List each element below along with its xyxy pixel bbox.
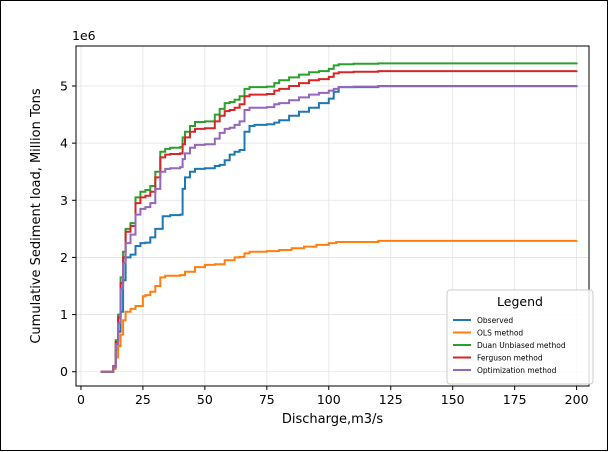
y-tick-label: 4 bbox=[60, 136, 68, 151]
x-axis-label: Discharge,m3/s bbox=[282, 412, 384, 427]
legend-label-0: Observed bbox=[477, 316, 513, 325]
x-tick-label: 100 bbox=[317, 392, 341, 407]
x-tick-label: 150 bbox=[441, 392, 465, 407]
x-tick-label: 125 bbox=[379, 392, 403, 407]
legend-items: Observed OLS method Duan Unbiased method Fe… bbox=[453, 316, 566, 375]
y-tick-label: 1 bbox=[60, 307, 68, 322]
legend-label-2: Duan Unbiased method bbox=[477, 341, 566, 350]
legend-label-4: Optimization method bbox=[477, 366, 557, 375]
y-tick-label: 2 bbox=[60, 250, 68, 265]
x-tick-label: 0 bbox=[77, 392, 85, 407]
x-tick-label: 200 bbox=[565, 392, 589, 407]
x-tick-label: 75 bbox=[259, 392, 275, 407]
axis-ticks: 0 25 50 75 100 125 150 175 200 0 1 2 3 4 5 bbox=[60, 79, 589, 408]
y-tick-label: 5 bbox=[60, 79, 68, 94]
x-tick-label: 25 bbox=[135, 392, 151, 407]
plot-area-border bbox=[75, 45, 590, 387]
x-tick-label: 175 bbox=[503, 392, 527, 407]
y-axis-label: Cumulative Sediment load, Million Tons bbox=[29, 88, 44, 344]
series-line-1 bbox=[100, 239, 578, 373]
series-line-0 bbox=[100, 85, 578, 373]
legend-label-1: OLS method bbox=[477, 328, 523, 337]
y-tick-label: 0 bbox=[60, 364, 68, 379]
series-line-4 bbox=[100, 85, 578, 373]
legend-box bbox=[446, 289, 594, 385]
y-tick-label: 3 bbox=[60, 193, 68, 208]
legend-label-3: Ferguson method bbox=[477, 353, 543, 362]
series-line-3 bbox=[100, 70, 578, 373]
series-lines bbox=[100, 62, 578, 373]
y-offset-text: 1e6 bbox=[72, 28, 96, 43]
legend: Legend Observed OLS method Duan Unbiased m… bbox=[446, 289, 594, 385]
legend-title: Legend bbox=[497, 294, 543, 309]
x-tick-label: 50 bbox=[197, 392, 213, 407]
